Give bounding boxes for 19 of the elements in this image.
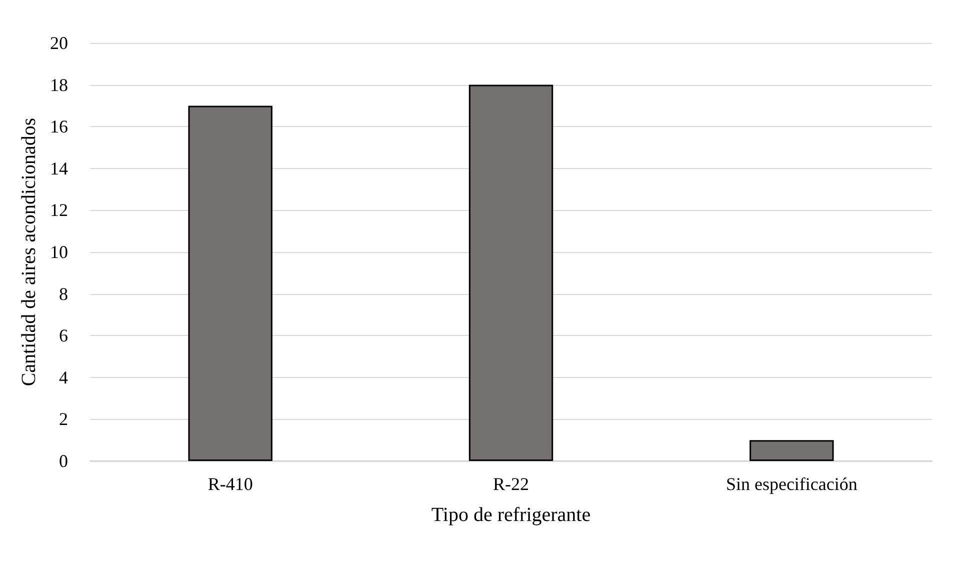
y-tick-label: 0 (59, 451, 68, 471)
bar (188, 106, 272, 461)
y-tick-label: 12 (50, 200, 68, 220)
y-tick-label: 14 (50, 158, 68, 178)
y-axis-title: Cantidad de aires acondicionados (18, 118, 40, 386)
y-tick-label: 4 (59, 367, 68, 388)
bar (468, 84, 554, 461)
y-tick-label: 8 (59, 284, 68, 304)
bar (750, 440, 834, 461)
y-tick-label: 18 (50, 74, 68, 95)
y-tick-label: 10 (50, 242, 68, 262)
x-axis-title: Tipo de refrigerante (431, 504, 591, 526)
y-tick-label: 2 (59, 409, 68, 430)
x-tick-label: R-410 (208, 474, 253, 494)
y-tick-label: 20 (50, 33, 68, 53)
x-tick-label: Sin especificación (726, 474, 858, 494)
y-tick-label: 16 (50, 116, 68, 137)
x-tick-label: R-22 (493, 474, 529, 494)
y-tick-label: 6 (59, 326, 68, 346)
